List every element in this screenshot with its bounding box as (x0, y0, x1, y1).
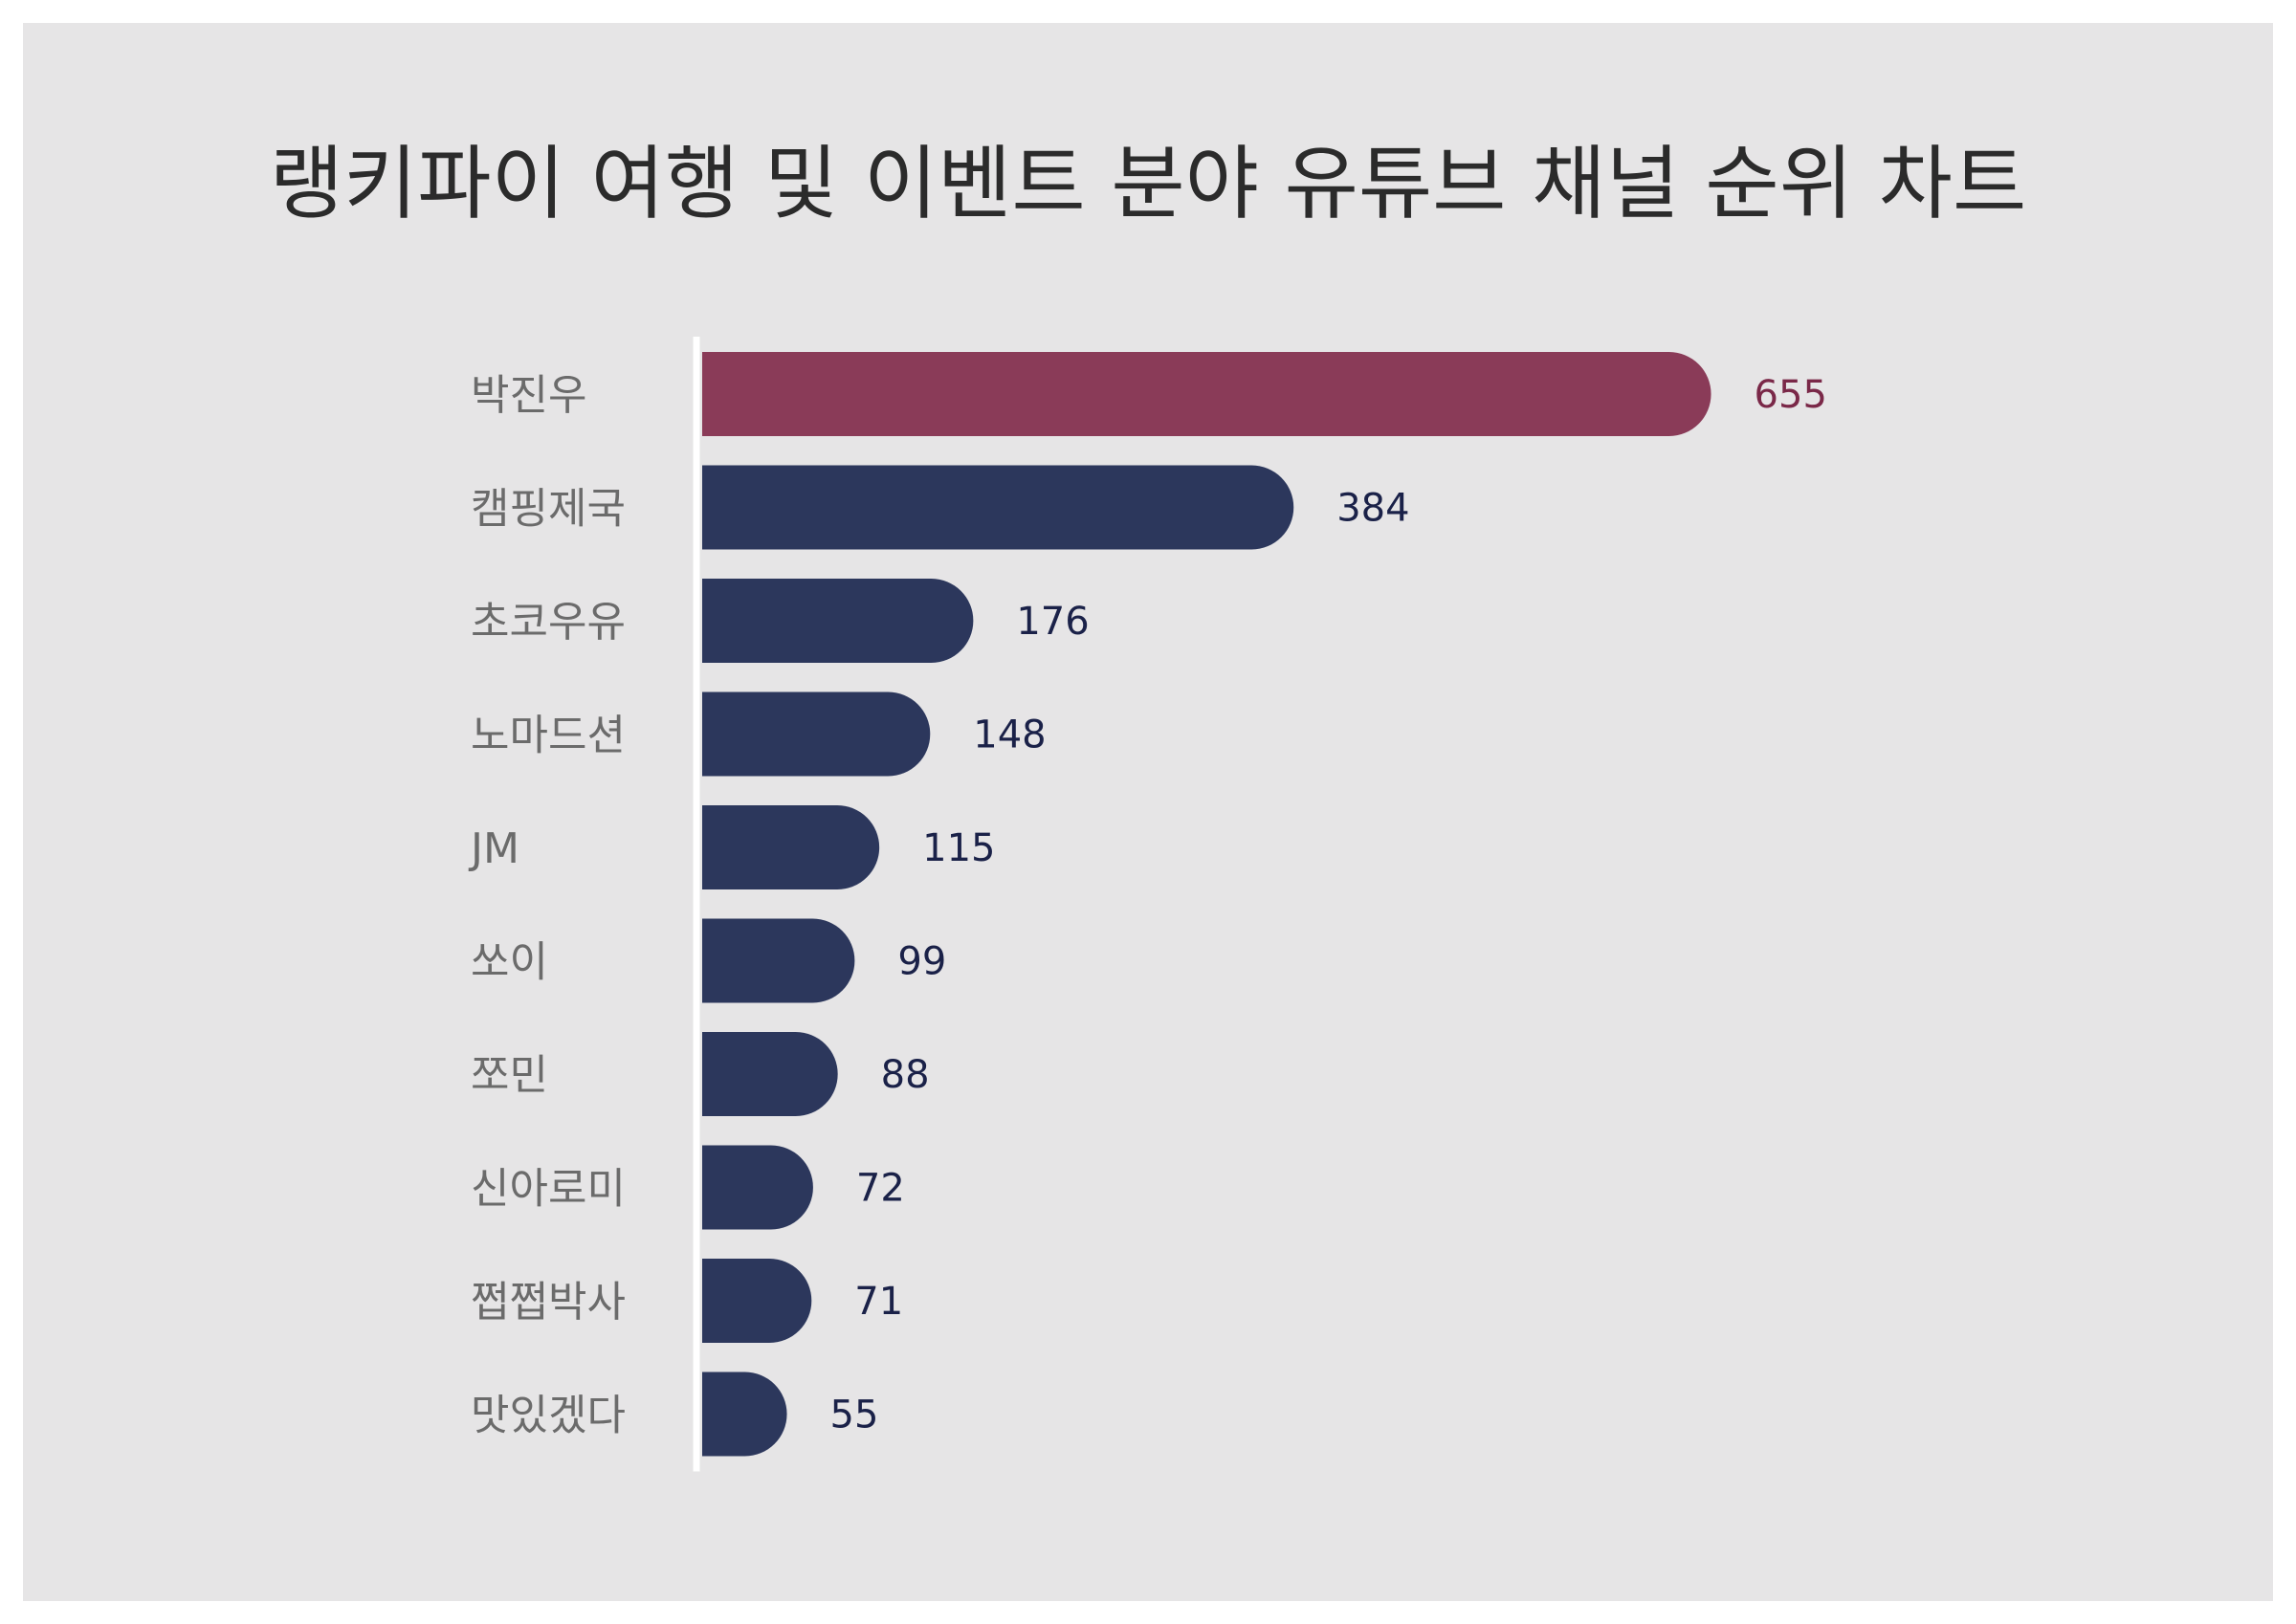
bar-8 (702, 1259, 812, 1343)
chart-title: 랭키파이 여행 및 이벤트 분야 유튜브 채널 순위 차트 (269, 137, 2027, 230)
bar-5 (702, 918, 855, 1003)
category-label-8: 쩝쩝박사 (471, 1278, 626, 1327)
bar-7 (702, 1145, 813, 1230)
bar-0 (702, 352, 1711, 436)
bars-layer (702, 352, 1711, 1457)
bar-1 (702, 465, 1294, 550)
category-label-6: 쪼민 (471, 1051, 548, 1100)
bar-6 (702, 1032, 838, 1116)
category-label-7: 신아로미 (471, 1165, 626, 1214)
category-label-1: 캠핑제국 (471, 485, 626, 534)
value-label-9: 55 (830, 1394, 879, 1437)
value-label-5: 99 (897, 940, 946, 984)
value-labels: 655 384 176 148 115 99 88 72 71 55 (830, 373, 1827, 1437)
value-label-3: 148 (973, 713, 1046, 757)
category-label-2: 초코우유 (471, 598, 626, 647)
category-label-4: JM (468, 824, 519, 873)
category-label-5: 쏘이 (471, 938, 548, 987)
value-label-1: 384 (1336, 487, 1409, 531)
chart-background (23, 23, 2273, 1601)
value-label-2: 176 (1016, 600, 1089, 644)
bar-2 (702, 579, 974, 663)
value-label-0: 655 (1755, 373, 1827, 417)
category-label-3: 노마드션 (471, 712, 626, 760)
category-label-0: 박진우 (471, 371, 586, 420)
value-label-4: 115 (922, 826, 995, 870)
value-label-6: 88 (881, 1053, 930, 1097)
bar-9 (702, 1372, 787, 1457)
value-label-7: 72 (856, 1167, 905, 1211)
bar-3 (702, 691, 931, 777)
bar-4 (702, 805, 880, 889)
value-label-8: 71 (854, 1280, 903, 1324)
category-label-9: 맛있겠다 (471, 1392, 626, 1440)
